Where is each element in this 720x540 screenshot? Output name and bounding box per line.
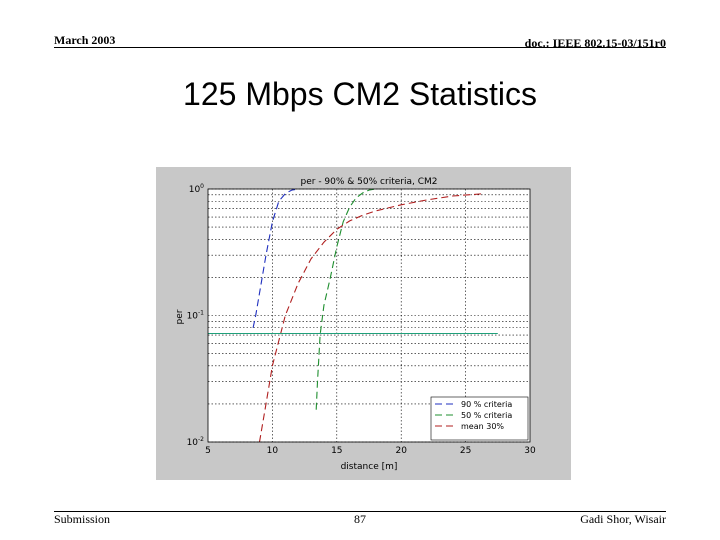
tick-labels: 5 10 15 20 25 30 100 10-1 10-2 [187,183,536,456]
footer-divider [54,511,666,512]
legend: 90 % criteria 50 % criteria mean 30% [430,396,529,441]
series-line-mean-30 [258,193,485,443]
legend-label: mean 30% [461,422,504,431]
series-layer [208,188,498,443]
legend-label: 50 % criteria [461,411,512,420]
footer-author: Gadi Shor, Wisair [580,512,666,526]
y-tick-label: 10-1 [187,310,205,322]
x-tick-label: 15 [331,446,342,456]
y-tick-label: 10-2 [187,436,205,448]
grid [208,188,530,443]
chart-title: per - 90% & 50% criteria, CM2 [301,177,438,187]
header-divider [54,47,666,48]
x-tick-label: 20 [395,446,407,456]
series-line-90-criteria [252,188,299,328]
chart-figure: 5 10 15 20 25 30 100 10-1 10-2 per - 90% & 50% c… [156,167,571,480]
legend-label: 90 % criteria [461,400,512,409]
x-axis-label: distance [m] [341,462,398,472]
x-tick-label: 10 [267,446,279,456]
x-tick-label: 25 [460,446,471,456]
y-tick-label: 100 [189,183,204,195]
header-doc-id: doc.: IEEE 802.15-03/151r0 [524,36,666,50]
y-axis-label: per [175,309,185,324]
header-date: March 2003 [54,33,116,47]
series-line-50-criteria [315,188,376,410]
x-tick-label: 30 [524,446,536,456]
footer-page-number: 87 [354,512,366,526]
x-tick-label: 5 [205,446,211,456]
footer-submission: Submission [54,512,111,526]
slide-title: 125 Mbps CM2 Statistics [183,76,537,112]
plot-frame [207,188,531,443]
per-chart: 5 10 15 20 25 30 100 10-1 10-2 per - 90% & 50% c… [175,177,536,472]
